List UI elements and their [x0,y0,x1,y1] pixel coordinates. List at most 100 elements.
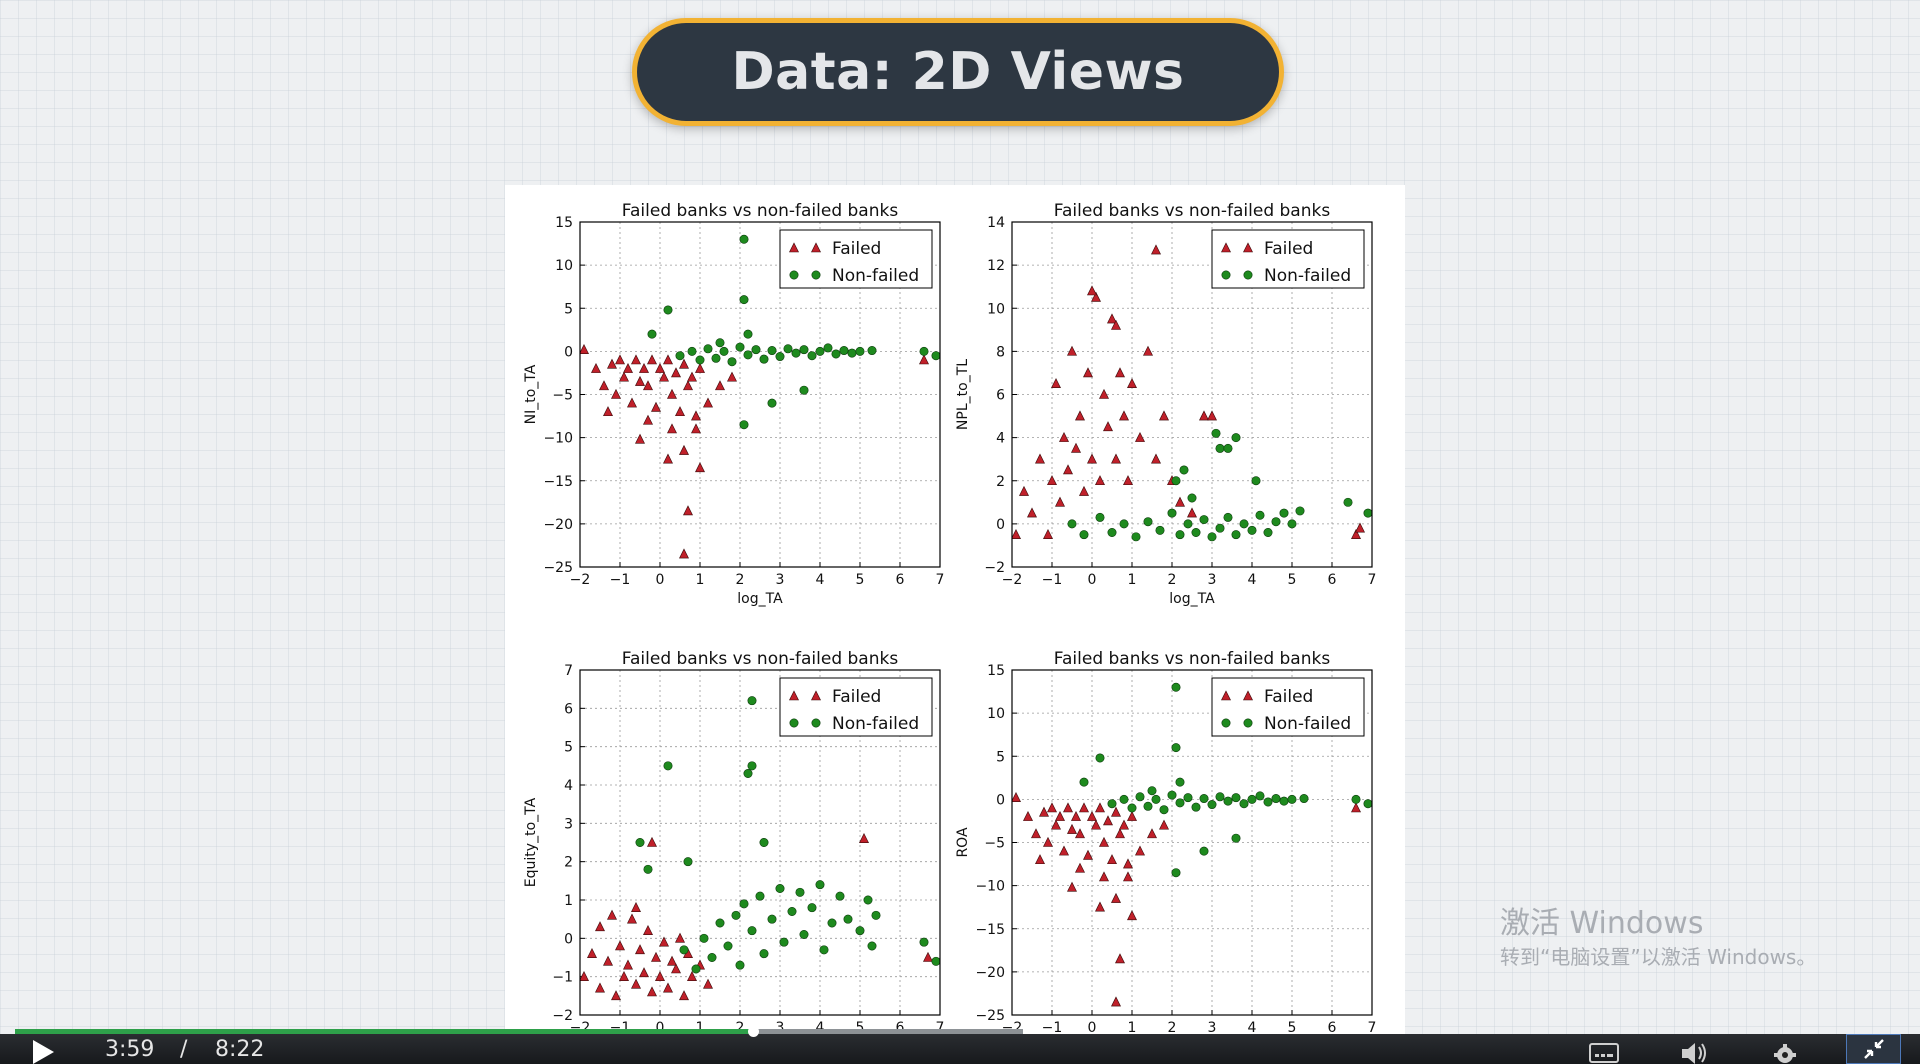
y-tick-label: 5 [996,749,1005,765]
x-tick-label: 5 [856,1020,865,1034]
non-failed-point [747,926,757,936]
non-failed-point [1147,786,1157,796]
volume-icon [1682,1043,1706,1064]
failed-point [1035,453,1045,464]
failed-point [1159,819,1169,830]
progress-handle[interactable] [747,1026,759,1037]
x-tick-label: 7 [936,1020,945,1034]
y-tick-label: 4 [564,778,573,794]
legend-marker-non-failed [811,270,821,280]
failed-point [695,462,705,473]
failed-point [923,951,933,962]
x-tick-label: 1 [1128,1020,1137,1034]
y-tick-label: 7 [564,663,573,679]
non-failed-point [1263,797,1273,807]
y-tick-label: 0 [564,344,573,360]
failed-point [1012,528,1021,539]
y-axis-label: NPL_to_TL [955,359,971,430]
failed-point [599,380,609,391]
failed-point [663,453,673,464]
failed-point [727,371,737,382]
failed-point [1063,802,1073,813]
failed-point [1067,881,1077,892]
failed-point [663,354,673,365]
non-failed-point [823,343,833,353]
failed-point [647,836,657,847]
x-tick-label: 3 [776,572,785,588]
legend-marker-non-failed [789,270,799,280]
failed-point [623,959,633,970]
x-tick-label: 4 [816,1020,825,1034]
non-failed-point [731,910,741,920]
windows-activation-watermark: 激活 Windows 转到“电脑设置”以激活 Windows。 [1500,905,1816,971]
non-failed-point [787,906,797,916]
non-failed-point [739,899,749,909]
y-tick-label: 4 [996,431,1005,447]
non-failed-point [683,857,693,867]
x-tick-label: −2 [570,572,591,588]
failed-point [1135,845,1145,856]
failed-point [1083,367,1093,378]
non-failed-point [759,354,769,364]
y-tick-label: 0 [996,517,1005,533]
non-failed-point [831,349,841,359]
video-player-controls [0,1034,1920,1064]
non-failed-point [1287,519,1297,529]
non-failed-point [767,346,777,356]
failed-point [1119,819,1129,830]
failed-point [703,397,713,408]
non-failed-point [1223,796,1233,806]
non-failed-point [855,346,865,356]
x-tick-label: 3 [776,1020,785,1034]
play-button[interactable] [30,1034,56,1064]
captions-button[interactable] [1588,1034,1620,1064]
failed-point [1111,996,1121,1007]
time-separator-box: / [180,1034,187,1064]
failed-point [651,401,661,412]
non-failed-point [1363,508,1372,518]
non-failed-point [1223,443,1233,453]
y-tick-label: −5 [552,388,573,404]
non-failed-point [1191,802,1201,812]
failed-point [1199,410,1209,421]
non-failed-point [767,398,777,408]
failed-point [1123,475,1133,486]
fullscreen-button[interactable] [1846,1034,1901,1064]
x-tick-label: 2 [1168,1020,1177,1034]
settings-button[interactable] [1770,1034,1800,1064]
x-tick-label: 6 [1328,1020,1337,1034]
non-failed-point [1135,792,1145,802]
non-failed-point [1107,527,1117,537]
slide-title: Data: 2D Views [632,18,1284,126]
legend-marker-failed [1221,242,1231,253]
non-failed-point [1363,799,1372,809]
non-failed-point [663,761,673,771]
y-tick-label: 10 [987,706,1005,722]
failed-point [1075,410,1085,421]
volume-button[interactable] [1679,1034,1711,1064]
non-failed-point [1131,532,1141,542]
non-failed-point [1151,794,1161,804]
failed-point [1079,802,1089,813]
non-failed-point [1191,527,1201,537]
non-failed-point [1119,519,1129,529]
failed-point [635,944,645,955]
y-tick-label: −1 [552,970,573,986]
failed-point [1071,442,1081,453]
y-tick-label: 5 [564,301,573,317]
non-failed-point [759,949,769,959]
failed-point [1012,791,1021,802]
y-tick-label: 2 [564,855,573,871]
failed-point [1151,244,1161,255]
non-failed-point [1171,476,1181,486]
non-failed-point [855,926,865,936]
progress-bar[interactable] [15,1026,1023,1037]
failed-point [631,354,641,365]
non-failed-point [675,351,685,361]
failed-point [1087,810,1097,821]
non-failed-point [919,937,929,947]
failed-point [1127,810,1137,821]
x-tick-label: 4 [1248,572,1257,588]
